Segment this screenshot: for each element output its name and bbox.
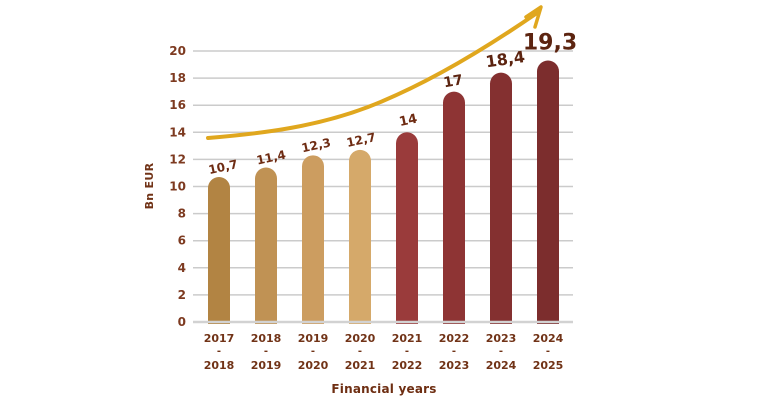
bar xyxy=(537,60,559,324)
bar xyxy=(443,91,465,325)
x-category-separator: - xyxy=(499,346,503,357)
bar-value-label: 18,4 xyxy=(484,47,526,71)
bar-value-label: 17 xyxy=(442,72,464,91)
y-tick-label: 2 xyxy=(178,288,186,302)
x-category-separator: - xyxy=(358,346,362,357)
x-category-separator: - xyxy=(264,346,268,357)
bar xyxy=(490,72,512,324)
x-axis-title: Financial years xyxy=(331,382,437,396)
bar-value-label: 14 xyxy=(398,112,419,130)
x-category-year-to: 2025 xyxy=(533,359,564,372)
y-tick-label: 10 xyxy=(169,180,186,194)
x-category-year-to: 2024 xyxy=(486,359,517,372)
y-tick-label: 14 xyxy=(169,125,186,139)
bar xyxy=(302,155,324,324)
bar xyxy=(396,132,418,324)
x-category-separator: - xyxy=(311,346,315,357)
y-tick-label: 20 xyxy=(169,44,186,58)
x-category-year-to: 2018 xyxy=(204,359,235,372)
x-category-year-from: 2017 xyxy=(204,332,235,345)
trend-arrowhead-icon xyxy=(524,5,543,29)
x-category-year-to: 2020 xyxy=(298,359,329,372)
x-category-year-to: 2022 xyxy=(392,359,423,372)
y-tick-label: 12 xyxy=(169,152,186,166)
bar-value-label: 19,3 xyxy=(523,30,577,55)
y-axis-title: Bn EUR xyxy=(143,162,156,210)
y-tick-label: 8 xyxy=(178,207,186,221)
y-tick-label: 0 xyxy=(178,315,186,329)
y-tick-label: 16 xyxy=(169,98,186,112)
x-category-year-to: 2019 xyxy=(251,359,282,372)
trend-arrow-line xyxy=(206,11,539,140)
bar xyxy=(208,177,230,324)
x-category-year-to: 2023 xyxy=(439,359,470,372)
y-tick-label: 18 xyxy=(169,71,186,85)
bar xyxy=(255,167,277,324)
x-category-year-from: 2018 xyxy=(251,332,282,345)
x-category-separator: - xyxy=(217,346,221,357)
bar-value-label: 11,4 xyxy=(255,148,287,168)
x-category-year-from: 2024 xyxy=(533,332,564,345)
x-category-separator: - xyxy=(546,346,550,357)
x-category-year-from: 2022 xyxy=(439,332,470,345)
bar xyxy=(349,149,371,324)
x-category-year-from: 2023 xyxy=(486,332,517,345)
x-category-separator: - xyxy=(452,346,456,357)
bar-value-label: 12,7 xyxy=(345,130,377,150)
y-tick-label: 4 xyxy=(178,261,186,275)
y-tick-label: 6 xyxy=(178,234,186,248)
x-category-year-to: 2021 xyxy=(345,359,376,372)
x-category-separator: - xyxy=(405,346,409,357)
x-category-year-from: 2020 xyxy=(345,332,376,345)
x-category-year-from: 2021 xyxy=(392,332,423,345)
bar-value-label: 12,3 xyxy=(300,135,332,155)
x-category-year-from: 2019 xyxy=(298,332,329,345)
bar-value-label: 10,7 xyxy=(207,157,239,177)
